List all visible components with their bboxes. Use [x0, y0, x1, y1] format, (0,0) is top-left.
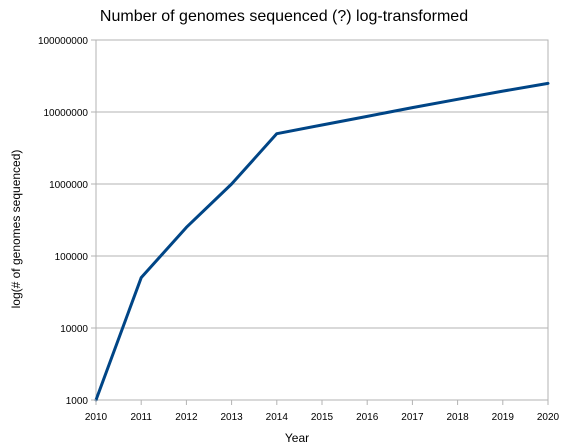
x-tick-label: 2010 — [85, 412, 108, 423]
x-tick-label: 2014 — [266, 412, 289, 423]
chart-title: Number of genomes sequenced (?) log-tran… — [100, 8, 468, 25]
y-tick-label: 1000 — [66, 396, 89, 407]
x-tick-label: 2020 — [537, 412, 560, 423]
x-tick-label: 2017 — [401, 412, 424, 423]
series-line — [94, 81, 550, 402]
x-axis-label: Year — [285, 431, 309, 445]
x-tick-label: 2012 — [175, 412, 198, 423]
x-tick-label: 2011 — [130, 412, 152, 423]
x-tick-label: 2013 — [220, 412, 243, 423]
x-tick-label: 2016 — [356, 412, 379, 423]
y-tick-label: 10000 — [60, 324, 88, 335]
x-axis: 2010 2011 2012 2013 2014 2015 2016 2017 2018 2019… — [85, 400, 560, 423]
x-tick-label: 2018 — [446, 412, 469, 423]
x-tick-label: 2019 — [492, 412, 515, 423]
x-tick-label: 2015 — [311, 412, 334, 423]
y-axis-label: log(# of genomes sequenced) — [9, 150, 23, 309]
y-axis: 1000 10000 100000 1000000 10000000 100000000 — [38, 36, 96, 407]
y-tick-label: 100000000 — [38, 36, 88, 47]
series-layer — [94, 81, 550, 402]
y-tick-label: 10000000 — [44, 108, 89, 119]
y-tick-label: 1000000 — [49, 180, 88, 191]
y-tick-label: 100000 — [55, 252, 89, 263]
